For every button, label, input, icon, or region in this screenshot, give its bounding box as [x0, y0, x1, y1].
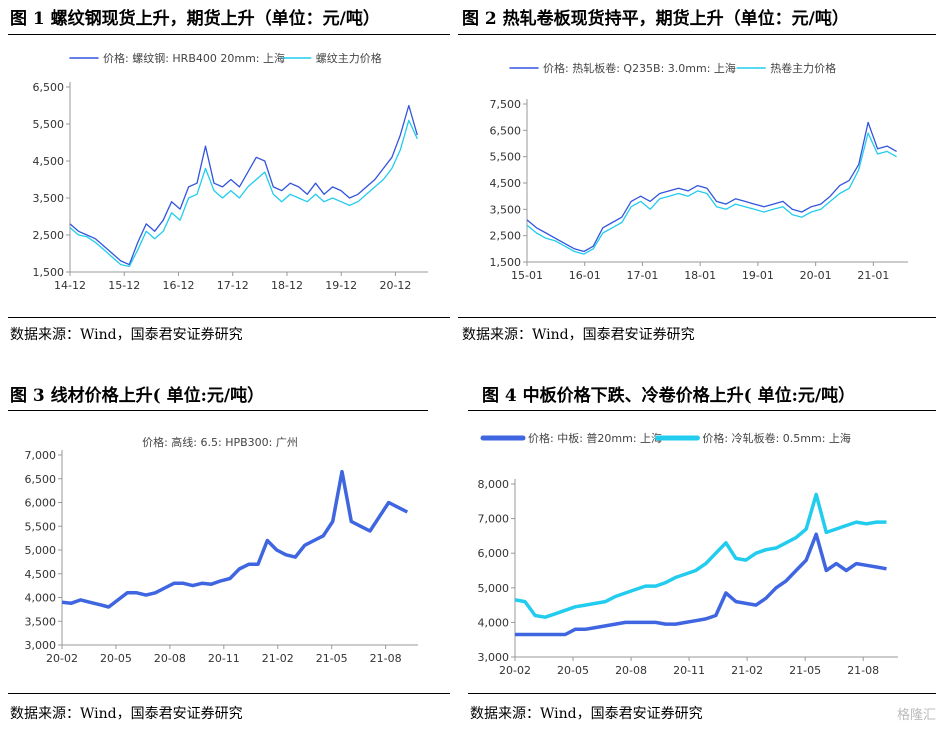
x-tick-label: 18-12 [271, 279, 303, 292]
chart-title: 图 4 中板价格下跌、冷卷价格上升( 单位:元/吨） [482, 386, 856, 406]
y-tick-label: 6,000 [25, 497, 57, 510]
legend-label: 螺纹主力价格 [316, 51, 382, 65]
x-tick-label: 20-02 [46, 652, 78, 665]
series-line-2 [514, 492, 887, 619]
y-tick-label: 1,500 [490, 256, 522, 269]
x-tick-label: 14-12 [54, 279, 86, 292]
legend-label: 价格: 高线: 6.5: HPB300: 广州 [142, 435, 298, 449]
y-tick-label: 6,500 [25, 473, 57, 486]
y-tick-label: 7,500 [490, 98, 522, 111]
x-tick-label: 21-02 [731, 664, 763, 677]
x-tick-label: 20-12 [379, 279, 411, 292]
y-tick-label: 7,000 [478, 513, 510, 526]
chart-2: 1,500 2,500 3,500 4,500 5,500 6,500 7,500 15-01… [490, 61, 908, 282]
y-tick-label: 3,000 [478, 651, 510, 664]
chart-title: 图 2 热轧卷板现货持平，期货上升（单位：元/吨） [462, 9, 849, 29]
x-tick-label: 16-01 [569, 269, 601, 282]
legend-label: 价格: 螺纹钢: HRB400 20mm: 上海 [103, 51, 285, 65]
y-tick-label: 5,500 [490, 151, 522, 164]
title-rule [8, 410, 428, 411]
chart-3: 3,000 3,500 4,000 4,500 5,000 5,500 6,000 6,500… [25, 435, 418, 665]
x-tick-label: 21-05 [789, 664, 821, 677]
chart-1: 1,500 2,500 3,500 4,500 5,500 6,500 14-12 15-12… [33, 51, 428, 292]
series-line-1 [69, 104, 418, 266]
source-rule [8, 317, 450, 318]
x-tick-label: 19-12 [325, 279, 357, 292]
x-tick-label: 20-11 [673, 664, 705, 677]
title-rule [8, 34, 450, 35]
x-tick-label: 20-05 [100, 652, 132, 665]
series-line-1 [61, 469, 409, 609]
y-tick-label: 3,500 [25, 615, 57, 628]
x-tick-label: 21-01 [857, 269, 889, 282]
source-rule [468, 693, 936, 694]
x-tick-label: 17-01 [626, 269, 658, 282]
x-tick-label: 21-08 [370, 652, 402, 665]
source-note: 数据来源：Wind，国泰君安证券研究 [462, 327, 695, 343]
y-tick-label: 6,000 [478, 547, 510, 560]
x-tick-label: 17-12 [217, 279, 249, 292]
y-tick-label: 7,000 [25, 449, 57, 462]
x-tick-label: 20-08 [615, 664, 647, 677]
source-note: 数据来源：Wind，国泰君安证券研究 [10, 327, 243, 343]
y-tick-label: 4,000 [25, 592, 57, 605]
y-tick-label: 6,500 [490, 124, 522, 137]
x-tick-label: 20-02 [499, 664, 531, 677]
series-line-1 [526, 121, 897, 253]
y-tick-label: 3,500 [33, 192, 65, 205]
source-note: 数据来源：Wind，国泰君安证券研究 [470, 706, 703, 722]
x-tick-label: 15-12 [108, 279, 140, 292]
y-tick-label: 8,000 [478, 478, 510, 491]
x-tick-label: 19-01 [742, 269, 774, 282]
title-rule [458, 34, 936, 35]
x-tick-label: 20-01 [800, 269, 832, 282]
y-tick-label: 5,500 [25, 520, 57, 533]
y-tick-label: 4,500 [25, 568, 57, 581]
x-tick-label: 21-05 [316, 652, 348, 665]
y-tick-label: 6,500 [33, 81, 65, 94]
legend-label: 价格: 冷轧板卷: 0.5mm: 上海 [702, 431, 851, 445]
y-tick-label: 1,500 [33, 266, 65, 279]
chart-4: 3,000 4,000 5,000 6,000 7,000 8,000 20-02 20-05… [478, 431, 898, 677]
x-tick-label: 16-12 [163, 279, 195, 292]
legend-label: 热卷主力价格 [770, 61, 836, 75]
x-tick-label: 15-01 [511, 269, 543, 282]
y-tick-label: 4,500 [490, 177, 522, 190]
y-tick-label: 4,500 [33, 155, 65, 168]
legend-label: 价格: 热轧板卷: Q235B: 3.0mm: 上海 [543, 61, 736, 75]
chart-title: 图 1 螺纹钢现货上升，期货上升（单位：元/吨） [10, 9, 380, 29]
y-tick-label: 2,500 [490, 230, 522, 243]
x-tick-label: 20-11 [208, 652, 240, 665]
title-rule [468, 410, 936, 411]
source-rule [458, 317, 936, 318]
series-line-2 [526, 132, 897, 255]
legend-label: 价格: 中板: 普20mm: 上海 [528, 431, 662, 445]
source-rule [8, 693, 450, 694]
y-tick-label: 3,500 [490, 203, 522, 216]
y-tick-label: 5,000 [478, 582, 510, 595]
series-line-1 [515, 532, 887, 637]
source-note: 数据来源：Wind，国泰君安证券研究 [10, 706, 243, 722]
y-tick-label: 2,500 [33, 229, 65, 242]
x-tick-label: 18-01 [684, 269, 716, 282]
x-tick-label: 21-02 [262, 652, 294, 665]
y-tick-label: 5,000 [25, 544, 57, 557]
y-tick-label: 5,500 [33, 118, 65, 131]
series-line-2 [69, 119, 418, 268]
y-tick-label: 4,000 [478, 616, 510, 629]
x-tick-label: 20-08 [154, 652, 186, 665]
watermark-logo: 格隆汇 [896, 708, 936, 723]
x-tick-label: 21-08 [847, 664, 879, 677]
x-tick-label: 20-05 [557, 664, 589, 677]
chart-title: 图 3 线材价格上升( 单位:元/吨） [10, 386, 265, 406]
y-tick-label: 3,000 [25, 639, 57, 652]
